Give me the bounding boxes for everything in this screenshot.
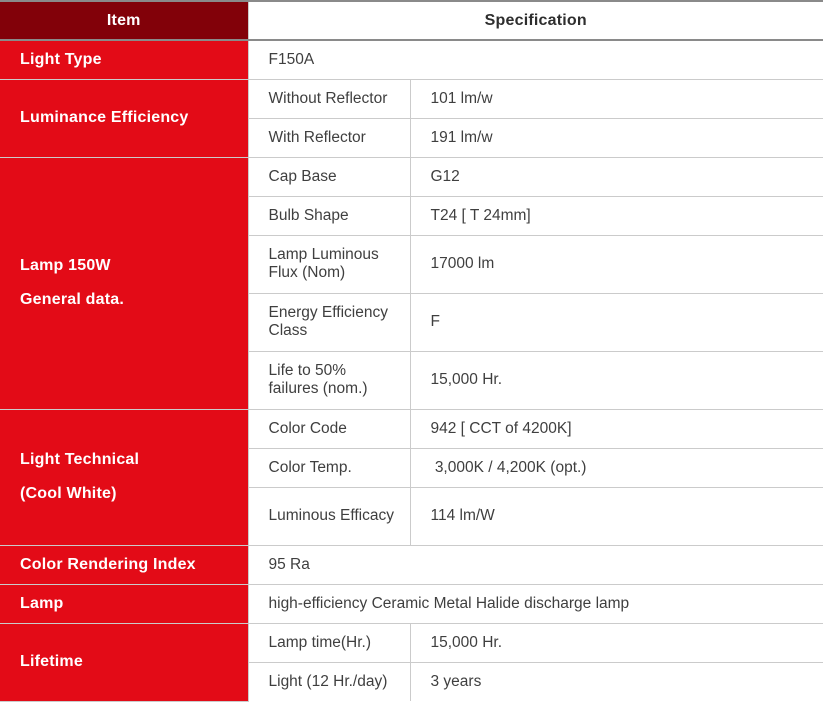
lamp-label: Lamp [0, 583, 249, 624]
lamp-time-value: 15,000 Hr. [409, 622, 823, 663]
luminous-efficacy-label: Luminous Efficacy [248, 486, 411, 546]
row-light-type: Light Type F150A [0, 39, 823, 80]
life-to-50-failures-label: Life to 50% failures (nom.) [248, 350, 411, 410]
header-specification: Specification [247, 0, 823, 41]
header-row: Item Specification [0, 0, 823, 41]
life-to-50-failures-value: 15,000 Hr. [409, 350, 823, 410]
row-lifetime-1: Lifetime Lamp time(Hr.) 15,000 Hr. [0, 622, 823, 702]
energy-efficiency-class-value: F [409, 292, 823, 352]
color-code-value: 942 [ CCT of 4200K] [409, 408, 823, 449]
row-lifetime-2: Light (12 Hr./day) 3 years [0, 661, 823, 701]
with-reflector-value: 191 lm/w [409, 117, 823, 158]
with-reflector-label: With Reflector [248, 117, 411, 158]
row-color-rendering-index: Color Rendering Index 95 Ra [0, 544, 823, 585]
energy-efficiency-class-label: Energy Efficiency Class [248, 292, 411, 352]
bulb-shape-label: Bulb Shape [248, 195, 411, 236]
row-light-technical-2: Color Temp. 3,000K / 4,200K (opt.) [0, 447, 823, 488]
row-luminance-efficiency-1: Luminance Efficiency Without Reflector 1… [0, 78, 823, 158]
without-reflector-value: 101 lm/w [409, 78, 823, 119]
header-item: Item [0, 0, 249, 41]
row-light-technical-1: Light Technical (Cool White) Color Code … [0, 408, 823, 546]
row-lamp-general-3: Lamp Luminous Flux (Nom) 17000 lm [0, 234, 823, 294]
bulb-shape-value: T24 [ T 24mm] [409, 195, 823, 236]
color-temp-value: 3,000K / 4,200K (opt.) [409, 447, 823, 488]
color-code-label: Color Code [247, 408, 411, 449]
light-technical-label-line2: (Cool White) [20, 485, 117, 502]
light-type-value: F150A [247, 39, 823, 80]
lamp-time-label: Lamp time(Hr.) [247, 622, 411, 663]
light-12hr-label: Light (12 Hr./day) [248, 661, 411, 701]
lamp-general-label: Lamp 150W General data. [0, 156, 249, 410]
row-lamp-general-5: Life to 50% failures (nom.) 15,000 Hr. [0, 350, 823, 410]
lamp-general-label-line1: Lamp 150W [20, 257, 111, 274]
light-12hr-value: 3 years [409, 661, 823, 701]
luminous-efficacy-value: 114 lm/W [409, 486, 823, 546]
lamp-value: high-efficiency Ceramic Metal Halide dis… [247, 583, 823, 624]
color-rendering-index-label: Color Rendering Index [0, 544, 249, 585]
color-rendering-index-value: 95 Ra [247, 544, 823, 585]
cap-base-label: Cap Base [247, 156, 411, 197]
light-technical-label: Light Technical (Cool White) [0, 408, 249, 546]
row-luminance-efficiency-2: With Reflector 191 lm/w [0, 117, 823, 158]
row-lamp-general-1: Lamp 150W General data. Cap Base G12 [0, 156, 823, 410]
lamp-general-label-line2: General data. [20, 291, 124, 308]
luminance-efficiency-label: Luminance Efficiency [0, 78, 249, 158]
lifetime-label: Lifetime [0, 622, 249, 702]
cap-base-value: G12 [409, 156, 823, 197]
lamp-luminous-flux-value: 17000 lm [409, 234, 823, 294]
color-temp-label: Color Temp. [248, 447, 411, 488]
row-lamp: Lamp high-efficiency Ceramic Metal Halid… [0, 583, 823, 624]
row-light-technical-3: Luminous Efficacy 114 lm/W [0, 486, 823, 546]
light-technical-label-line1: Light Technical [20, 451, 140, 468]
row-lamp-general-4: Energy Efficiency Class F [0, 292, 823, 352]
light-type-label: Light Type [0, 39, 249, 80]
lamp-luminous-flux-label: Lamp Luminous Flux (Nom) [248, 234, 411, 294]
without-reflector-label: Without Reflector [247, 78, 411, 119]
